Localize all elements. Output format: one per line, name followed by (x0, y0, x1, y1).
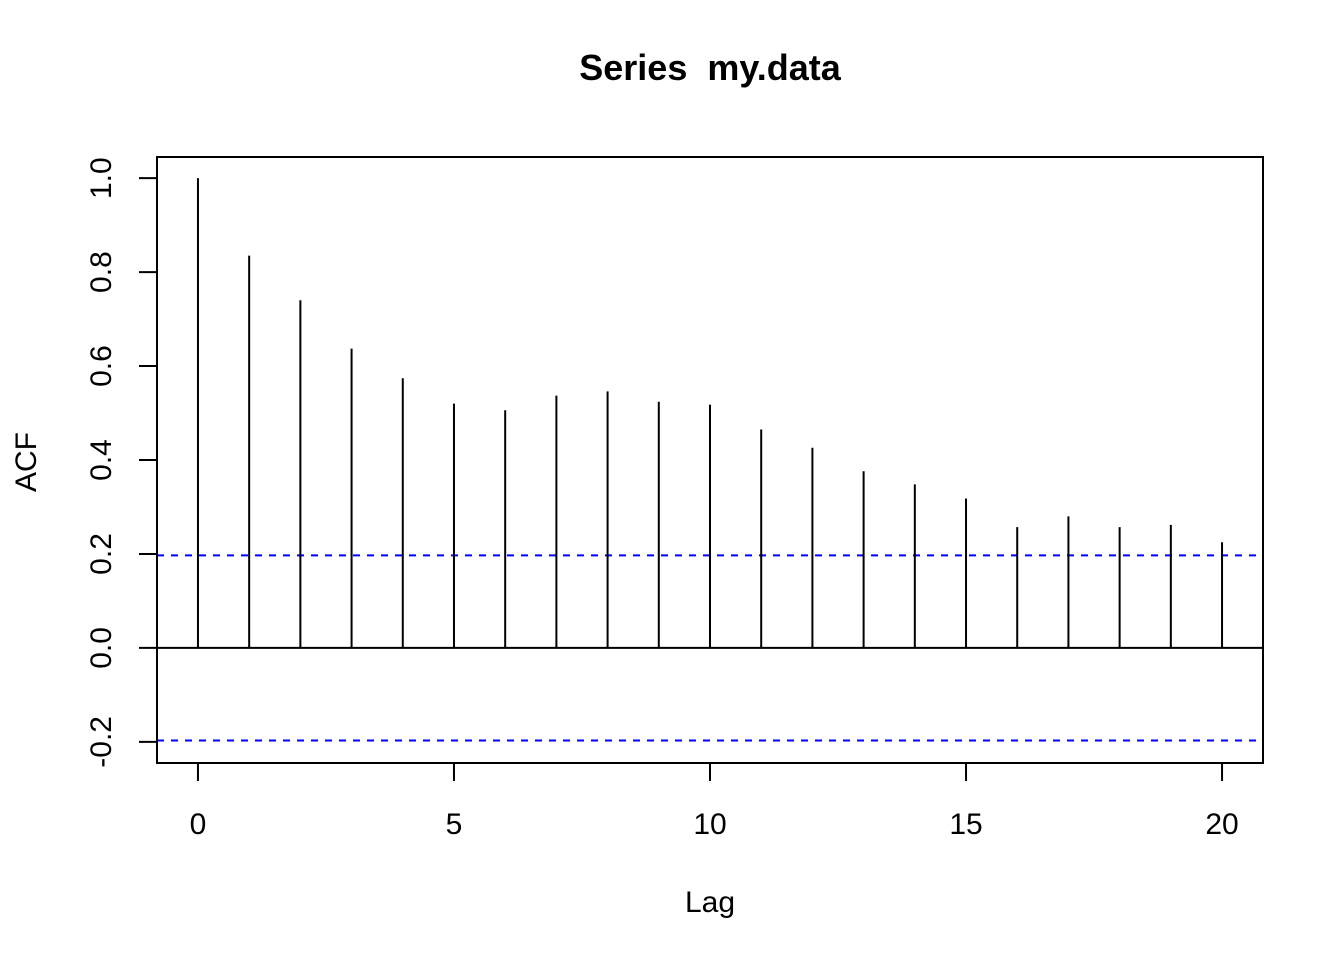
y-tick-label: 0.2 (85, 533, 118, 575)
x-tick-label: 15 (949, 808, 982, 841)
y-tick-label: 1.0 (85, 157, 118, 199)
y-axis-label: ACF (10, 432, 43, 492)
chart-title: Series my.data (579, 47, 841, 88)
y-tick-label: -0.2 (85, 716, 118, 768)
y-tick-label: 0.8 (85, 251, 118, 293)
x-tick-label: 0 (190, 808, 207, 841)
x-axis-label: Lag (685, 886, 735, 919)
x-tick-label: 10 (693, 808, 726, 841)
y-tick-label: 0.6 (85, 345, 118, 387)
y-axis: -0.2 0.0 0.2 0.4 0.6 0.8 1.0 (85, 157, 157, 768)
x-tick-label: 20 (1205, 808, 1238, 841)
y-tick-label: 0.4 (85, 439, 118, 481)
x-tick-label: 5 (446, 808, 463, 841)
plot-area (157, 178, 1263, 742)
y-tick-label: 0.0 (85, 627, 118, 669)
x-axis: 0 5 10 15 20 (190, 763, 1239, 841)
